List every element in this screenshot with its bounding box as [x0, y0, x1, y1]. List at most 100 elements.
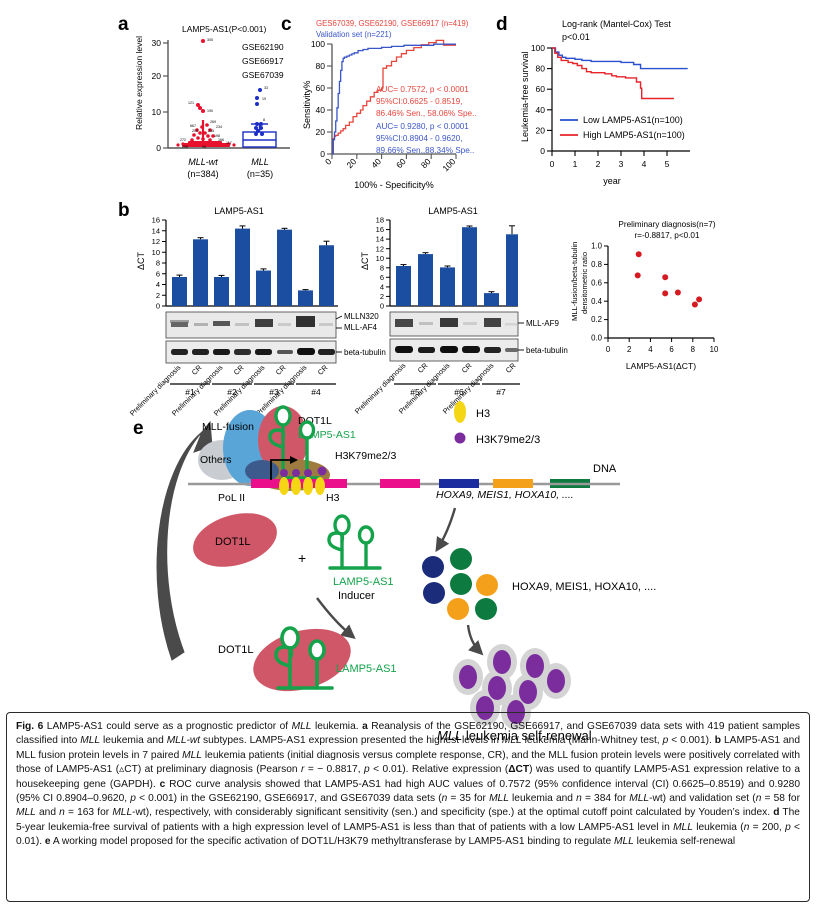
svg-text:94: 94 — [202, 145, 206, 149]
panel-b-right-ylabel: ΔCT — [360, 251, 370, 270]
panel-b-right-chart: LAMP5-AS1 0 2 4 6 8 10 12 14 16 18 ΔCT — [353, 206, 568, 416]
panel-a-ytick-1: 10 — [152, 107, 162, 117]
panel-b-right-ytick-4: 8 — [380, 263, 384, 272]
panel-b-scatter-points — [634, 251, 703, 308]
panel-b-right-errorbars — [400, 225, 515, 294]
panel-b-left-blot-label-0: MLLN320 — [344, 312, 379, 321]
panel-d-letter: d — [496, 14, 508, 35]
h3-label-inline: H3 — [326, 492, 340, 504]
panel-d-title-line2: p<0.01 — [562, 32, 590, 42]
self-renewal-rest: leukemia self-renewal — [462, 728, 591, 743]
panel-b-right-bars — [396, 227, 518, 306]
others-label: Others — [200, 454, 232, 466]
lamp5as1-bound-label: LAMP5-AS1 — [336, 663, 397, 675]
panel-c-ytick-1: 20 — [316, 127, 326, 137]
legend-h3-label: H3 — [476, 408, 490, 420]
svg-text:8: 8 — [263, 118, 265, 122]
h3k79-label-top: H3K79me2/3 — [335, 450, 396, 462]
panel-c-xtick-5: 100 — [440, 156, 457, 173]
panel-b-right-blot-fusion: MLL-AF9 — [389, 311, 559, 337]
svg-text:33: 33 — [264, 86, 268, 90]
panel-b-right-ytick-2: 4 — [380, 283, 384, 292]
panel-b-scatter-xtick-5: 10 — [710, 345, 719, 354]
panel-d-curve-high — [552, 47, 674, 100]
panel-b-right-xtick-3: CR — [460, 361, 474, 375]
panel-b-scatter-ylabel-1: densitometric ratio — [580, 252, 589, 314]
panel-d-legend-1-label: High LAMP5-AS1(n=100) — [583, 130, 685, 140]
panel-b-right-patient-0: #5 — [410, 387, 420, 397]
panel-b-right-ytick-1: 2 — [380, 292, 384, 301]
panel-b-left-xtick-1: CR — [190, 363, 204, 377]
inducer-label: Inducer — [338, 590, 375, 602]
panel-b-right-ytick-8: 16 — [376, 225, 384, 234]
mll-fusion-label: MLL-fusion — [202, 421, 254, 433]
panel-b-scatter-xtick-2: 4 — [648, 345, 653, 354]
svg-text:166: 166 — [218, 138, 224, 142]
dna-pink-2 — [380, 479, 420, 488]
panel-a-ytick-3: 30 — [152, 38, 162, 48]
panel-e-diagram: MLL-fusion Others DOT1L LAMP5-AS1 H3K79m… — [156, 401, 656, 743]
dna-gene-orange — [493, 479, 533, 488]
h3k79-marks-top — [280, 466, 327, 477]
panel-c-legend-red: GES67039, GSE62190, GSE66917 (n=419) — [316, 19, 469, 28]
panel-d-ytick-3: 60 — [536, 84, 546, 94]
panel-b-scatter-ytick-0: 0.0 — [591, 334, 603, 343]
panel-b-left-ytick-0: 0 — [156, 302, 160, 311]
panel-b-right-blot-label-1: beta-tubulin — [526, 346, 568, 355]
lamp5as1-inducer-label: LAMP5-AS1 — [333, 576, 394, 588]
panel-d-legend-0-label: Low LAMP5-AS1(n=100) — [583, 115, 683, 125]
panel-d-xtick-3: 3 — [619, 159, 624, 169]
panel-b-scatter-title-1: r=-0.8817, p<0.01 — [634, 231, 700, 240]
panel-c-ytick-4: 80 — [316, 61, 326, 71]
panel-b-letter: b — [118, 200, 130, 221]
panel-a-letter: a — [118, 14, 129, 35]
panel-d-ytick-0: 0 — [540, 146, 545, 156]
panel-b-left-ytick-7: 14 — [152, 226, 160, 235]
panel-b-scatter: Preliminary diagnosis(n=7) r=-0.8817, p<… — [570, 220, 719, 371]
panel-d-xtick-1: 1 — [573, 159, 578, 169]
h3-histones-top — [279, 477, 325, 495]
panel-b-left-patient-1: #2 — [227, 387, 237, 397]
panel-a-dataset-1: GSE66917 — [242, 56, 284, 66]
complex-darkblue-blob — [245, 460, 279, 482]
panel-a-dataset-0: GSE62190 — [242, 42, 284, 52]
panel-e-legend: H3 H3K79me2/3 — [454, 401, 540, 446]
panel-b-left-patient-0: #1 — [185, 387, 195, 397]
panel-a-series-wt — [176, 39, 236, 147]
h3-legend-icon — [454, 401, 466, 423]
panel-b-left-chart: LAMP5-AS1 0 2 4 6 8 10 12 14 16 ΔCT — [128, 206, 386, 418]
panel-b-left-ytick-8: 16 — [152, 216, 160, 225]
svg-text:200: 200 — [192, 129, 198, 133]
panel-b-scatter-ytick-3: 0.6 — [591, 278, 602, 287]
panel-c-annot-blue-0: AUC= 0.9280, p < 0.0001 — [376, 122, 469, 131]
panel-b-left-xtick-3: CR — [232, 363, 246, 377]
panel-d-ylabel: Leukemia-free survival — [520, 51, 530, 142]
panel-b-scatter-xlabel: LAMP5-AS1(ΔCT) — [626, 361, 696, 371]
svg-text:234: 234 — [216, 125, 222, 129]
panel-c-xtick-0: 0 — [323, 156, 334, 167]
panel-b-scatter-ytick-2: 0.4 — [591, 297, 603, 306]
panel-a-ytick-2: 20 — [152, 71, 162, 81]
figure-caption-box: Fig. 6 LAMP5-AS1 could serve as a progno… — [6, 712, 810, 902]
panel-b-left-ytick-3: 6 — [156, 269, 160, 278]
panel-b-left-errorbars — [176, 225, 330, 291]
gene-products-cluster — [422, 548, 498, 620]
panel-b-left-patient-3: #4 — [311, 387, 321, 397]
panel-a-ytick-0: 0 — [156, 143, 161, 153]
panel-c-xlabel: 100% - Specificity% — [354, 180, 434, 190]
panel-b-left-blot-label-2: beta-tubulin — [344, 348, 386, 357]
svg-text:269: 269 — [210, 120, 216, 124]
panel-b-left-ytick-2: 4 — [156, 280, 160, 289]
panel-b-scatter-ylabel-0: MLL-fusion/beta-tubulin — [570, 242, 579, 321]
panel-b-left-blot-fusion: MLLN320 MLL-AF4 — [165, 311, 379, 339]
panel-b-left-ytick-5: 10 — [152, 248, 160, 257]
panel-c-ylabel: Sensitivity% — [302, 80, 312, 129]
binding-arrow — [316, 597, 356, 640]
dna-label: DNA — [593, 463, 617, 475]
panel-c-annot-red-0: AUC= 0.7572, p < 0.0001 — [376, 85, 469, 94]
panel-b-right-blot-label-0: MLL-AF9 — [526, 319, 559, 328]
panel-b-right-title: LAMP5-AS1 — [428, 206, 478, 216]
panel-a-boxplot-mll — [242, 123, 277, 148]
panel-a-group-1-n: (n=35) — [247, 169, 273, 179]
